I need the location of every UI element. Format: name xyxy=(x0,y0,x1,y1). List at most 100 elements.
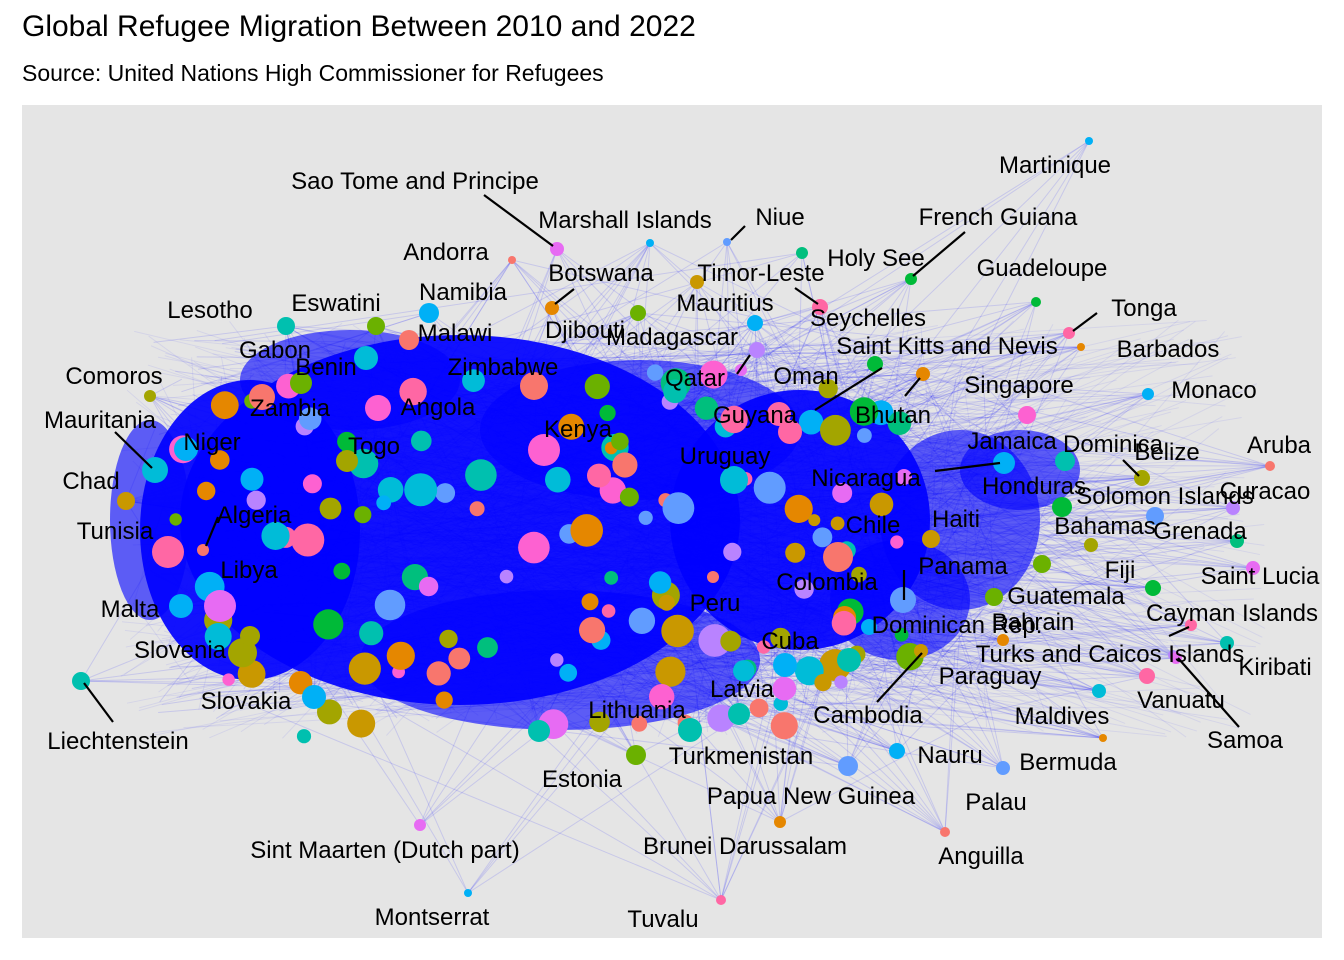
migration-edge xyxy=(637,312,914,407)
country-node xyxy=(690,275,704,289)
country-label: French Guiana xyxy=(919,204,1078,231)
country-label: Solomon Islands xyxy=(1076,483,1253,510)
label-leader-line xyxy=(814,367,883,411)
country-label: Zambia xyxy=(250,395,331,422)
migration-edge xyxy=(337,704,849,767)
country-label: Papua New Guinea xyxy=(707,783,916,810)
country-label: Andorra xyxy=(403,239,489,266)
country-node xyxy=(823,542,853,572)
country-node xyxy=(796,247,808,259)
country-node xyxy=(581,593,599,611)
country-node xyxy=(834,675,848,689)
country-label: Chile xyxy=(846,512,901,539)
country-node xyxy=(313,609,344,640)
migration-edge xyxy=(917,540,1238,634)
country-node xyxy=(916,367,930,381)
migration-edge xyxy=(840,390,1156,407)
migration-edge xyxy=(153,325,287,343)
country-node xyxy=(767,402,791,426)
country-label: Saint Lucia xyxy=(1201,563,1320,590)
country-node xyxy=(399,330,419,350)
country-node xyxy=(528,434,560,466)
country-label: Qatar xyxy=(665,365,725,392)
country-label: Anguilla xyxy=(938,843,1024,870)
country-node xyxy=(359,621,384,646)
country-label: Cambodia xyxy=(813,702,923,729)
country-node xyxy=(723,238,731,246)
label-leader-line xyxy=(904,377,921,397)
country-node xyxy=(1077,343,1085,351)
country-node xyxy=(579,617,606,644)
country-node xyxy=(587,463,611,488)
country-label: Niger xyxy=(183,429,240,456)
country-label: Mauritius xyxy=(676,290,773,317)
country-node xyxy=(477,637,498,658)
migration-edge xyxy=(683,691,1013,715)
country-node xyxy=(648,571,672,594)
migration-edge xyxy=(927,472,1227,700)
country-node xyxy=(698,624,732,657)
country-node xyxy=(298,407,322,431)
country-label: Panama xyxy=(918,553,1008,580)
country-node xyxy=(414,819,426,831)
dense-edge-region xyxy=(480,360,800,500)
country-node xyxy=(896,469,912,485)
country-node xyxy=(367,317,385,335)
country-node xyxy=(889,743,905,759)
country-label: Angola xyxy=(401,394,476,421)
country-label: Honduras xyxy=(982,473,1086,500)
country-label: Libya xyxy=(220,557,278,584)
country-node xyxy=(749,698,769,718)
migration-edge xyxy=(726,241,744,361)
country-node xyxy=(319,497,342,520)
country-node xyxy=(733,660,755,682)
country-node xyxy=(386,641,415,670)
country-node xyxy=(867,356,883,372)
country-node xyxy=(838,756,858,776)
country-label: Martinique xyxy=(999,152,1111,179)
country-label: Aruba xyxy=(1247,432,1312,459)
country-label: Lithuania xyxy=(588,697,686,724)
chart-subtitle: Source: United Nations High Commissioner… xyxy=(22,60,604,86)
country-node xyxy=(630,305,646,321)
migration-edge xyxy=(932,140,1090,451)
country-node xyxy=(210,391,239,420)
migration-edge xyxy=(754,687,1200,708)
country-node xyxy=(374,589,406,621)
country-node xyxy=(940,827,950,837)
country-label: Seychelles xyxy=(810,305,926,332)
country-node xyxy=(1139,668,1155,684)
country-label: Botswana xyxy=(548,260,654,287)
country-label: Madagascar xyxy=(606,324,738,351)
country-node xyxy=(1226,501,1240,515)
country-node xyxy=(611,432,629,451)
migration-edge xyxy=(729,356,1028,416)
country-node xyxy=(619,487,639,507)
country-node xyxy=(317,699,342,725)
country-node xyxy=(832,483,853,503)
country-node xyxy=(601,604,616,618)
country-label: Malawi xyxy=(418,320,493,347)
country-node xyxy=(144,390,156,402)
country-node xyxy=(347,709,376,738)
migration-edge xyxy=(978,675,1148,715)
label-leader-line xyxy=(934,461,1001,473)
country-label: Sao Tome and Principe xyxy=(291,168,539,195)
label-leader-line xyxy=(794,287,819,305)
migration-edge xyxy=(802,353,1222,396)
country-node xyxy=(985,588,1003,606)
migration-edge xyxy=(756,349,835,381)
country-label: Guyana xyxy=(713,402,798,429)
dense-edge-region xyxy=(960,430,1080,510)
country-node xyxy=(798,409,824,435)
country-node xyxy=(707,704,735,732)
country-node xyxy=(435,691,453,709)
country-label: Timor-Leste xyxy=(697,260,824,287)
country-node xyxy=(1052,497,1072,517)
dense-edge-region xyxy=(240,330,460,430)
migration-edge xyxy=(981,660,1100,692)
country-node xyxy=(559,663,578,682)
country-node xyxy=(770,712,798,740)
country-node xyxy=(249,384,275,410)
country-node xyxy=(604,571,619,585)
